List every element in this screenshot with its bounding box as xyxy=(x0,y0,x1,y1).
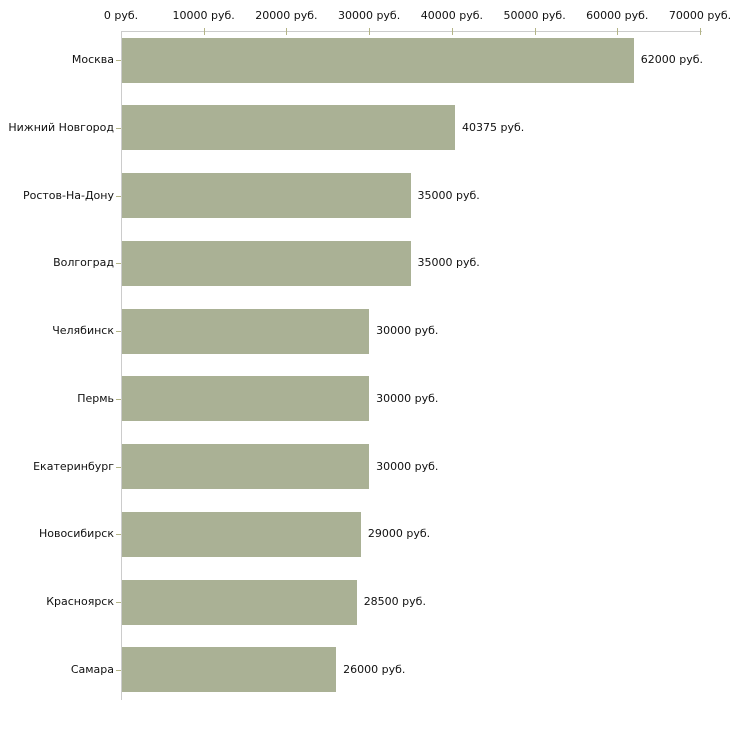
value-label: 26000 руб. xyxy=(343,662,406,676)
category-label: Самара xyxy=(70,662,114,676)
bar xyxy=(122,376,370,422)
category-label: Красноярск xyxy=(46,595,114,608)
x-axis-tick-label: 10000 руб. xyxy=(172,9,235,22)
x-axis-tick-mark xyxy=(700,28,701,35)
value-label: 62000 руб. xyxy=(640,53,704,66)
x-axis-tick-mark xyxy=(369,28,371,35)
value-label: 40375 руб. xyxy=(462,120,525,134)
x-axis-tick-mark xyxy=(534,28,536,35)
value-label: 29000 руб. xyxy=(367,527,431,541)
x-axis-tick-label: 60000 руб. xyxy=(586,9,649,22)
x-axis-tick-label: 70000 руб. xyxy=(668,9,730,22)
value-label: 30000 руб. xyxy=(376,459,439,473)
category-tick-mark xyxy=(116,466,121,468)
category-tick-mark xyxy=(116,669,121,671)
bar xyxy=(122,579,357,625)
category-tick-mark xyxy=(116,60,121,61)
category-tick-mark xyxy=(116,263,121,265)
value-label: 35000 руб. xyxy=(417,188,480,202)
category-label: Нижний Новгород xyxy=(8,120,114,134)
x-axis-tick-mark xyxy=(451,28,453,35)
category-tick-mark xyxy=(116,534,121,536)
x-axis-tick-label: 0 руб. xyxy=(103,9,139,22)
bar xyxy=(122,105,455,151)
bar xyxy=(122,647,337,693)
category-tick-mark xyxy=(116,195,121,197)
value-label: 30000 руб. xyxy=(376,391,439,405)
value-label: 35000 руб. xyxy=(417,256,480,270)
category-tick-mark xyxy=(116,127,121,129)
bar xyxy=(122,173,411,218)
category-label: Ростов-На-Дону xyxy=(22,188,114,202)
x-axis-tick-label: 30000 руб. xyxy=(337,9,401,22)
category-label: Москва xyxy=(71,53,114,66)
bar xyxy=(122,240,411,286)
x-axis-tick-mark xyxy=(203,28,205,35)
x-axis-tick-mark xyxy=(617,28,619,35)
value-label: 28500 руб. xyxy=(363,595,426,608)
category-tick-mark xyxy=(116,398,121,400)
category-tick-mark xyxy=(116,331,121,332)
x-axis-tick-mark xyxy=(286,28,288,35)
bar xyxy=(122,37,634,83)
category-tick-mark xyxy=(116,602,121,603)
x-axis-line xyxy=(121,31,702,32)
category-label: Челябинск xyxy=(52,324,114,337)
category-label: Екатеринбург xyxy=(33,459,114,473)
x-axis-tick-label: 20000 руб. xyxy=(255,9,318,22)
category-label: Пермь xyxy=(77,391,114,405)
y-axis-line xyxy=(121,31,122,700)
x-axis-tick-label: 50000 руб. xyxy=(503,9,566,22)
bar xyxy=(122,308,370,354)
value-label: 30000 руб. xyxy=(376,324,439,337)
category-label: Новосибирск xyxy=(38,527,114,541)
category-label: Волгоград xyxy=(53,256,114,270)
bar xyxy=(122,444,370,489)
bar xyxy=(122,511,361,557)
x-axis-tick-label: 40000 руб. xyxy=(420,9,484,22)
